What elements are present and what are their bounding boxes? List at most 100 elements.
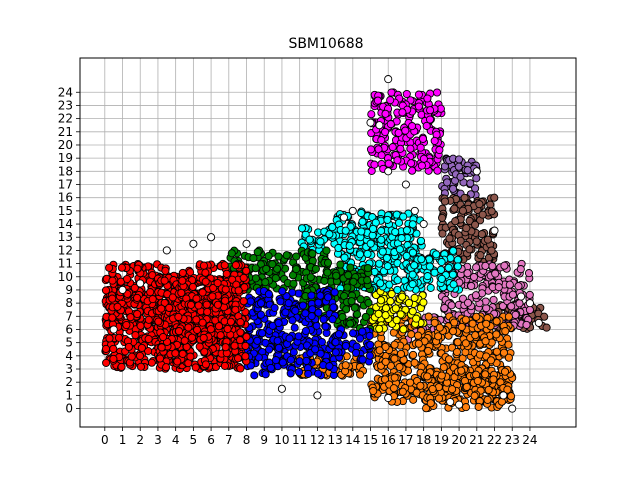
data-point <box>443 178 452 187</box>
data-point <box>227 249 236 258</box>
outlier-point <box>455 400 464 409</box>
data-point <box>424 312 433 321</box>
data-point <box>522 320 531 329</box>
data-point <box>449 280 458 289</box>
data-point <box>351 348 361 357</box>
data-point <box>341 226 350 235</box>
data-point <box>451 217 460 226</box>
data-point <box>489 295 498 304</box>
data-point <box>173 357 182 366</box>
data-point <box>295 357 304 366</box>
data-point <box>395 362 404 372</box>
data-point <box>278 358 287 367</box>
data-point <box>376 279 385 288</box>
outlier-point <box>517 292 526 301</box>
data-point <box>246 297 255 306</box>
data-point <box>288 288 297 297</box>
data-point <box>437 371 446 380</box>
x-tick-label: 22 <box>487 433 502 447</box>
data-point <box>249 254 258 263</box>
data-point <box>325 230 334 239</box>
y-tick-label: 23 <box>58 98 73 112</box>
data-point <box>399 325 408 334</box>
data-point <box>408 220 417 229</box>
data-point <box>297 224 307 233</box>
data-point <box>369 224 378 233</box>
data-point <box>178 349 187 358</box>
data-point <box>416 236 426 245</box>
data-point <box>424 346 433 355</box>
data-point <box>408 122 417 131</box>
data-point <box>426 399 435 408</box>
y-tick-label: 11 <box>58 257 73 271</box>
data-point <box>410 358 419 367</box>
data-point <box>253 247 262 257</box>
data-point <box>242 266 251 275</box>
data-point <box>144 315 153 324</box>
data-point <box>123 274 132 284</box>
data-point <box>117 263 126 272</box>
data-point <box>316 349 325 358</box>
data-point <box>525 305 534 314</box>
outlier-point <box>136 279 145 288</box>
data-point <box>468 319 477 328</box>
data-point <box>440 197 450 206</box>
data-point <box>406 378 415 387</box>
data-point <box>323 258 333 267</box>
x-tick-label: 6 <box>207 433 215 447</box>
data-point <box>338 312 347 322</box>
data-point <box>133 264 142 273</box>
data-point <box>453 262 462 271</box>
data-point <box>433 166 442 175</box>
data-point <box>122 320 131 330</box>
x-tick-label: 5 <box>190 433 198 447</box>
data-point <box>449 246 458 255</box>
data-point <box>201 277 210 286</box>
data-point <box>465 245 474 254</box>
data-point <box>109 354 118 363</box>
data-point <box>476 251 485 260</box>
data-point <box>465 216 474 225</box>
data-point <box>407 159 416 168</box>
data-point <box>340 253 349 262</box>
outlier-point <box>410 206 419 215</box>
data-point <box>306 273 315 282</box>
data-point <box>463 166 472 175</box>
data-point <box>406 144 415 153</box>
data-point <box>264 290 273 299</box>
data-point <box>456 172 465 181</box>
data-point <box>409 350 418 359</box>
data-point <box>414 339 423 348</box>
data-point <box>408 248 417 257</box>
data-point <box>301 326 310 336</box>
data-point <box>511 310 520 319</box>
data-point <box>524 269 534 278</box>
x-tick-label: 1 <box>119 433 127 447</box>
data-point <box>290 323 299 332</box>
data-point <box>346 319 355 328</box>
data-point <box>193 325 202 334</box>
data-point <box>154 317 163 326</box>
data-point <box>109 344 118 353</box>
data-point <box>382 253 391 263</box>
y-tick-label: 21 <box>58 125 73 139</box>
data-point <box>160 276 169 285</box>
data-point <box>221 285 230 294</box>
y-tick-label: 20 <box>58 138 73 152</box>
data-point <box>402 251 411 260</box>
data-point <box>367 110 376 119</box>
data-point <box>422 121 431 130</box>
data-point <box>514 282 523 291</box>
data-point <box>177 288 186 297</box>
data-point <box>425 262 434 271</box>
data-point <box>449 184 458 193</box>
y-tick-label: 6 <box>65 322 73 336</box>
data-point <box>489 375 498 384</box>
data-point <box>477 230 486 239</box>
data-point <box>286 369 295 378</box>
data-point <box>329 303 338 312</box>
data-point <box>137 343 146 352</box>
outlier-point <box>472 167 481 176</box>
data-point <box>461 403 471 412</box>
data-point <box>314 369 323 378</box>
